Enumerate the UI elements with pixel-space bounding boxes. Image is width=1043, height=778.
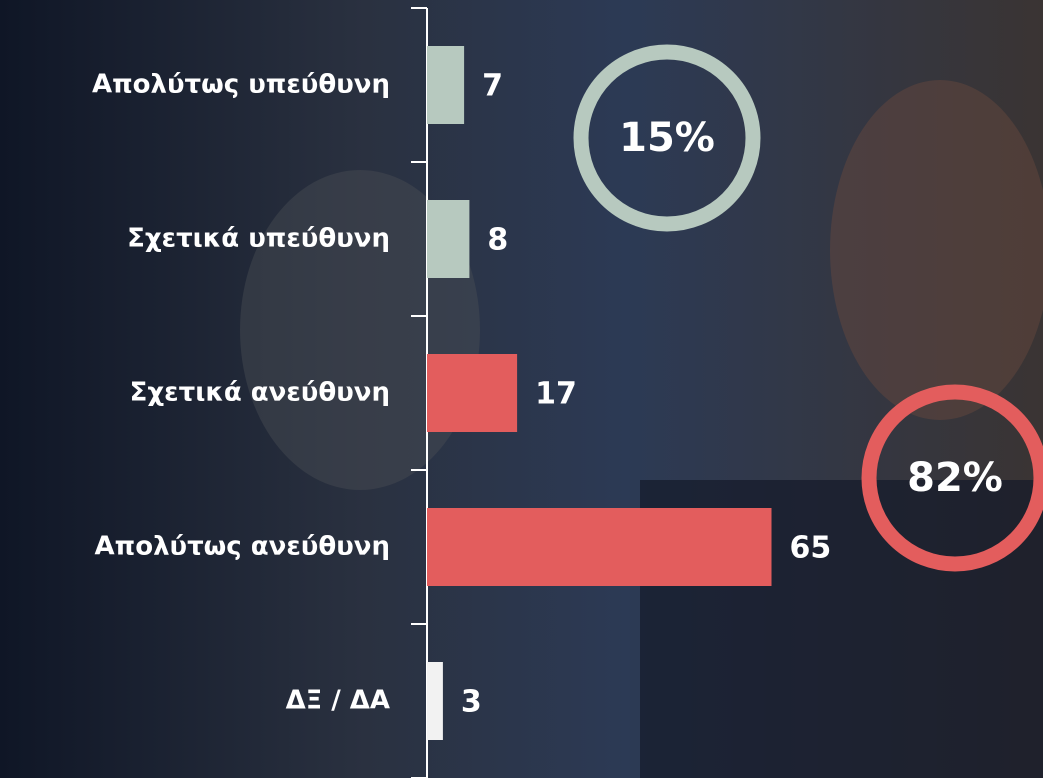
annotation-label: 15% xyxy=(619,115,715,161)
category-label: Απολύτως υπεύθυνη xyxy=(92,70,390,100)
bar xyxy=(427,662,443,740)
annotation-ring xyxy=(573,44,761,232)
bar xyxy=(427,46,465,124)
value-label: 8 xyxy=(487,223,508,258)
value-label: 17 xyxy=(535,377,577,412)
bar xyxy=(427,200,470,278)
category-label: ΔΞ / ΔΑ xyxy=(286,686,390,716)
value-label: 3 xyxy=(461,685,482,720)
value-label: 65 xyxy=(790,531,832,566)
category-label: Απολύτως ανεύθυνη xyxy=(95,532,390,562)
background-figure xyxy=(830,80,1043,420)
bar xyxy=(427,354,518,432)
bar xyxy=(427,508,772,586)
annotation-label: 82% xyxy=(907,455,1003,501)
value-label: 7 xyxy=(482,69,503,104)
category-label: Σχετικά ανεύθυνη xyxy=(130,378,390,408)
annotation-ring xyxy=(861,384,1043,572)
category-label: Σχετικά υπεύθυνη xyxy=(127,224,390,254)
background-figure xyxy=(240,170,480,490)
